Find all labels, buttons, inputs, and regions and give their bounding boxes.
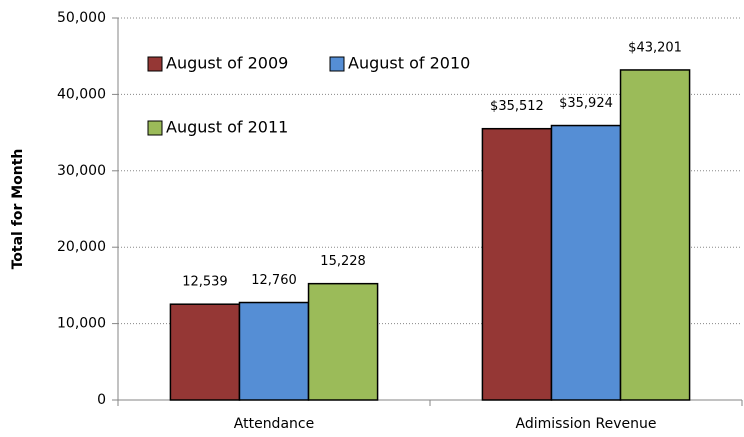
bar <box>238 301 310 401</box>
value-label: 12,760 <box>251 273 297 288</box>
value-label: $35,512 <box>490 99 544 114</box>
bar <box>169 303 241 401</box>
value-label: $43,201 <box>628 40 682 55</box>
y-axis-title: Total for Month <box>10 149 26 270</box>
value-label: 12,539 <box>182 275 228 290</box>
legend-label: August of 2010 <box>348 54 470 73</box>
y-tick-label: 20,000 <box>57 239 106 255</box>
legend-swatch <box>147 56 163 72</box>
legend-label: August of 2011 <box>166 118 288 137</box>
bar <box>307 282 379 401</box>
legend-swatch <box>147 120 163 136</box>
bar <box>619 69 691 401</box>
legend-label: August of 2009 <box>166 54 288 73</box>
y-tick-label: 30,000 <box>57 163 106 179</box>
value-label: $35,924 <box>559 96 613 111</box>
value-label: 15,228 <box>320 254 366 269</box>
x-tick-label: Attendance <box>234 416 314 432</box>
y-tick-label: 0 <box>97 392 106 408</box>
y-tick-label: 10,000 <box>57 316 106 332</box>
bar <box>550 124 622 401</box>
y-tick-label: 40,000 <box>57 86 106 102</box>
legend-swatch <box>329 56 345 72</box>
x-tick-label: Adimission Revenue <box>516 416 657 432</box>
bar <box>481 127 553 401</box>
y-tick-label: 50,000 <box>57 10 106 26</box>
